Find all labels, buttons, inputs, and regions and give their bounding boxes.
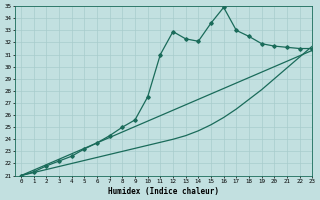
X-axis label: Humidex (Indice chaleur): Humidex (Indice chaleur) <box>108 187 219 196</box>
